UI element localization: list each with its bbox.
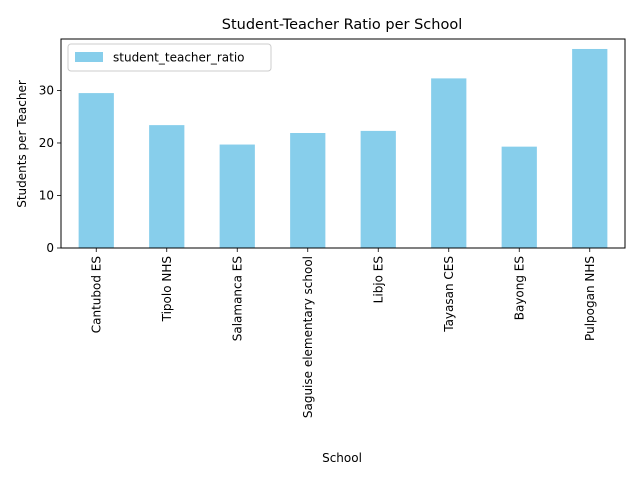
bar-group <box>78 48 608 248</box>
x-tick-label: Salamanca ES <box>230 256 244 341</box>
plot-frame <box>60 38 626 249</box>
bar <box>572 48 608 248</box>
x-axis: Cantubod ES Tipolo NHS Salamanca ES Saguise… <box>89 248 597 418</box>
x-tick-label: Tipolo NHS <box>160 256 174 322</box>
bar <box>78 93 114 248</box>
x-tick-label: Cantubod ES <box>89 256 103 333</box>
x-tick-label: Saguise elementary school <box>301 256 315 418</box>
legend-box <box>67 43 272 72</box>
y-axis-label: Students per Teacher <box>15 80 29 208</box>
y-axis: 0 10 20 30 <box>39 83 61 255</box>
x-axis-label: School <box>322 451 362 465</box>
y-tick-label: 20 <box>39 136 54 150</box>
legend-label: student_teacher_ratio <box>113 51 245 65</box>
bar <box>501 146 537 248</box>
x-tick-label: Libjo ES <box>371 256 385 303</box>
y-tick-label: 10 <box>39 188 54 202</box>
legend-swatch <box>75 52 103 62</box>
y-tick-label: 30 <box>39 83 54 97</box>
bar <box>290 132 326 248</box>
bar <box>360 130 396 248</box>
bar <box>431 78 467 248</box>
x-tick-label: Tayasan CES <box>442 256 456 333</box>
y-tick-label: 0 <box>46 241 54 255</box>
bar <box>219 144 255 248</box>
x-tick-label: Pulpogan NHS <box>583 256 597 341</box>
chart-title: Student-Teacher Ratio per School <box>222 17 463 33</box>
bar <box>149 125 185 248</box>
x-tick-label: Bayong ES <box>512 256 526 320</box>
legend: student_teacher_ratio <box>67 43 272 72</box>
